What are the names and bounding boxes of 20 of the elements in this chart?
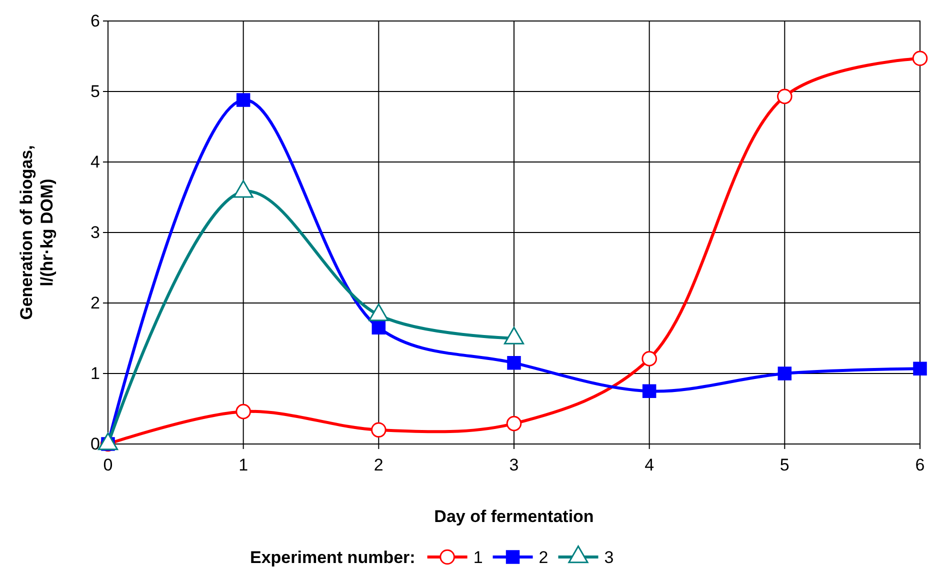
y-tick-label: 4	[90, 152, 100, 172]
y-tick-label: 3	[90, 222, 100, 242]
x-tick-label: 0	[103, 456, 113, 475]
x-tick-label: 5	[780, 456, 790, 475]
x-tick-label: 2	[374, 456, 384, 475]
x-tick-label: 1	[238, 456, 248, 475]
y-axis-title: Generation of biogas, l/(hr·kg DOM)	[17, 145, 56, 320]
legend-label: 2	[538, 548, 548, 567]
legend-label: 3	[604, 548, 614, 567]
legend-title: Experiment number:	[250, 548, 416, 567]
y-tick-label: 0	[90, 434, 100, 454]
x-axis-title: Day of fermentation	[434, 507, 594, 526]
x-tick-label: 3	[509, 456, 519, 475]
y-tick-label: 6	[90, 11, 100, 30]
y-tick-label: 5	[90, 82, 100, 101]
x-tick-label: 6	[915, 456, 925, 475]
y-tick-label: 2	[90, 293, 100, 312]
legend-label: 1	[473, 548, 483, 567]
y-tick-label: 1	[90, 364, 100, 383]
x-tick-label: 4	[644, 456, 654, 475]
